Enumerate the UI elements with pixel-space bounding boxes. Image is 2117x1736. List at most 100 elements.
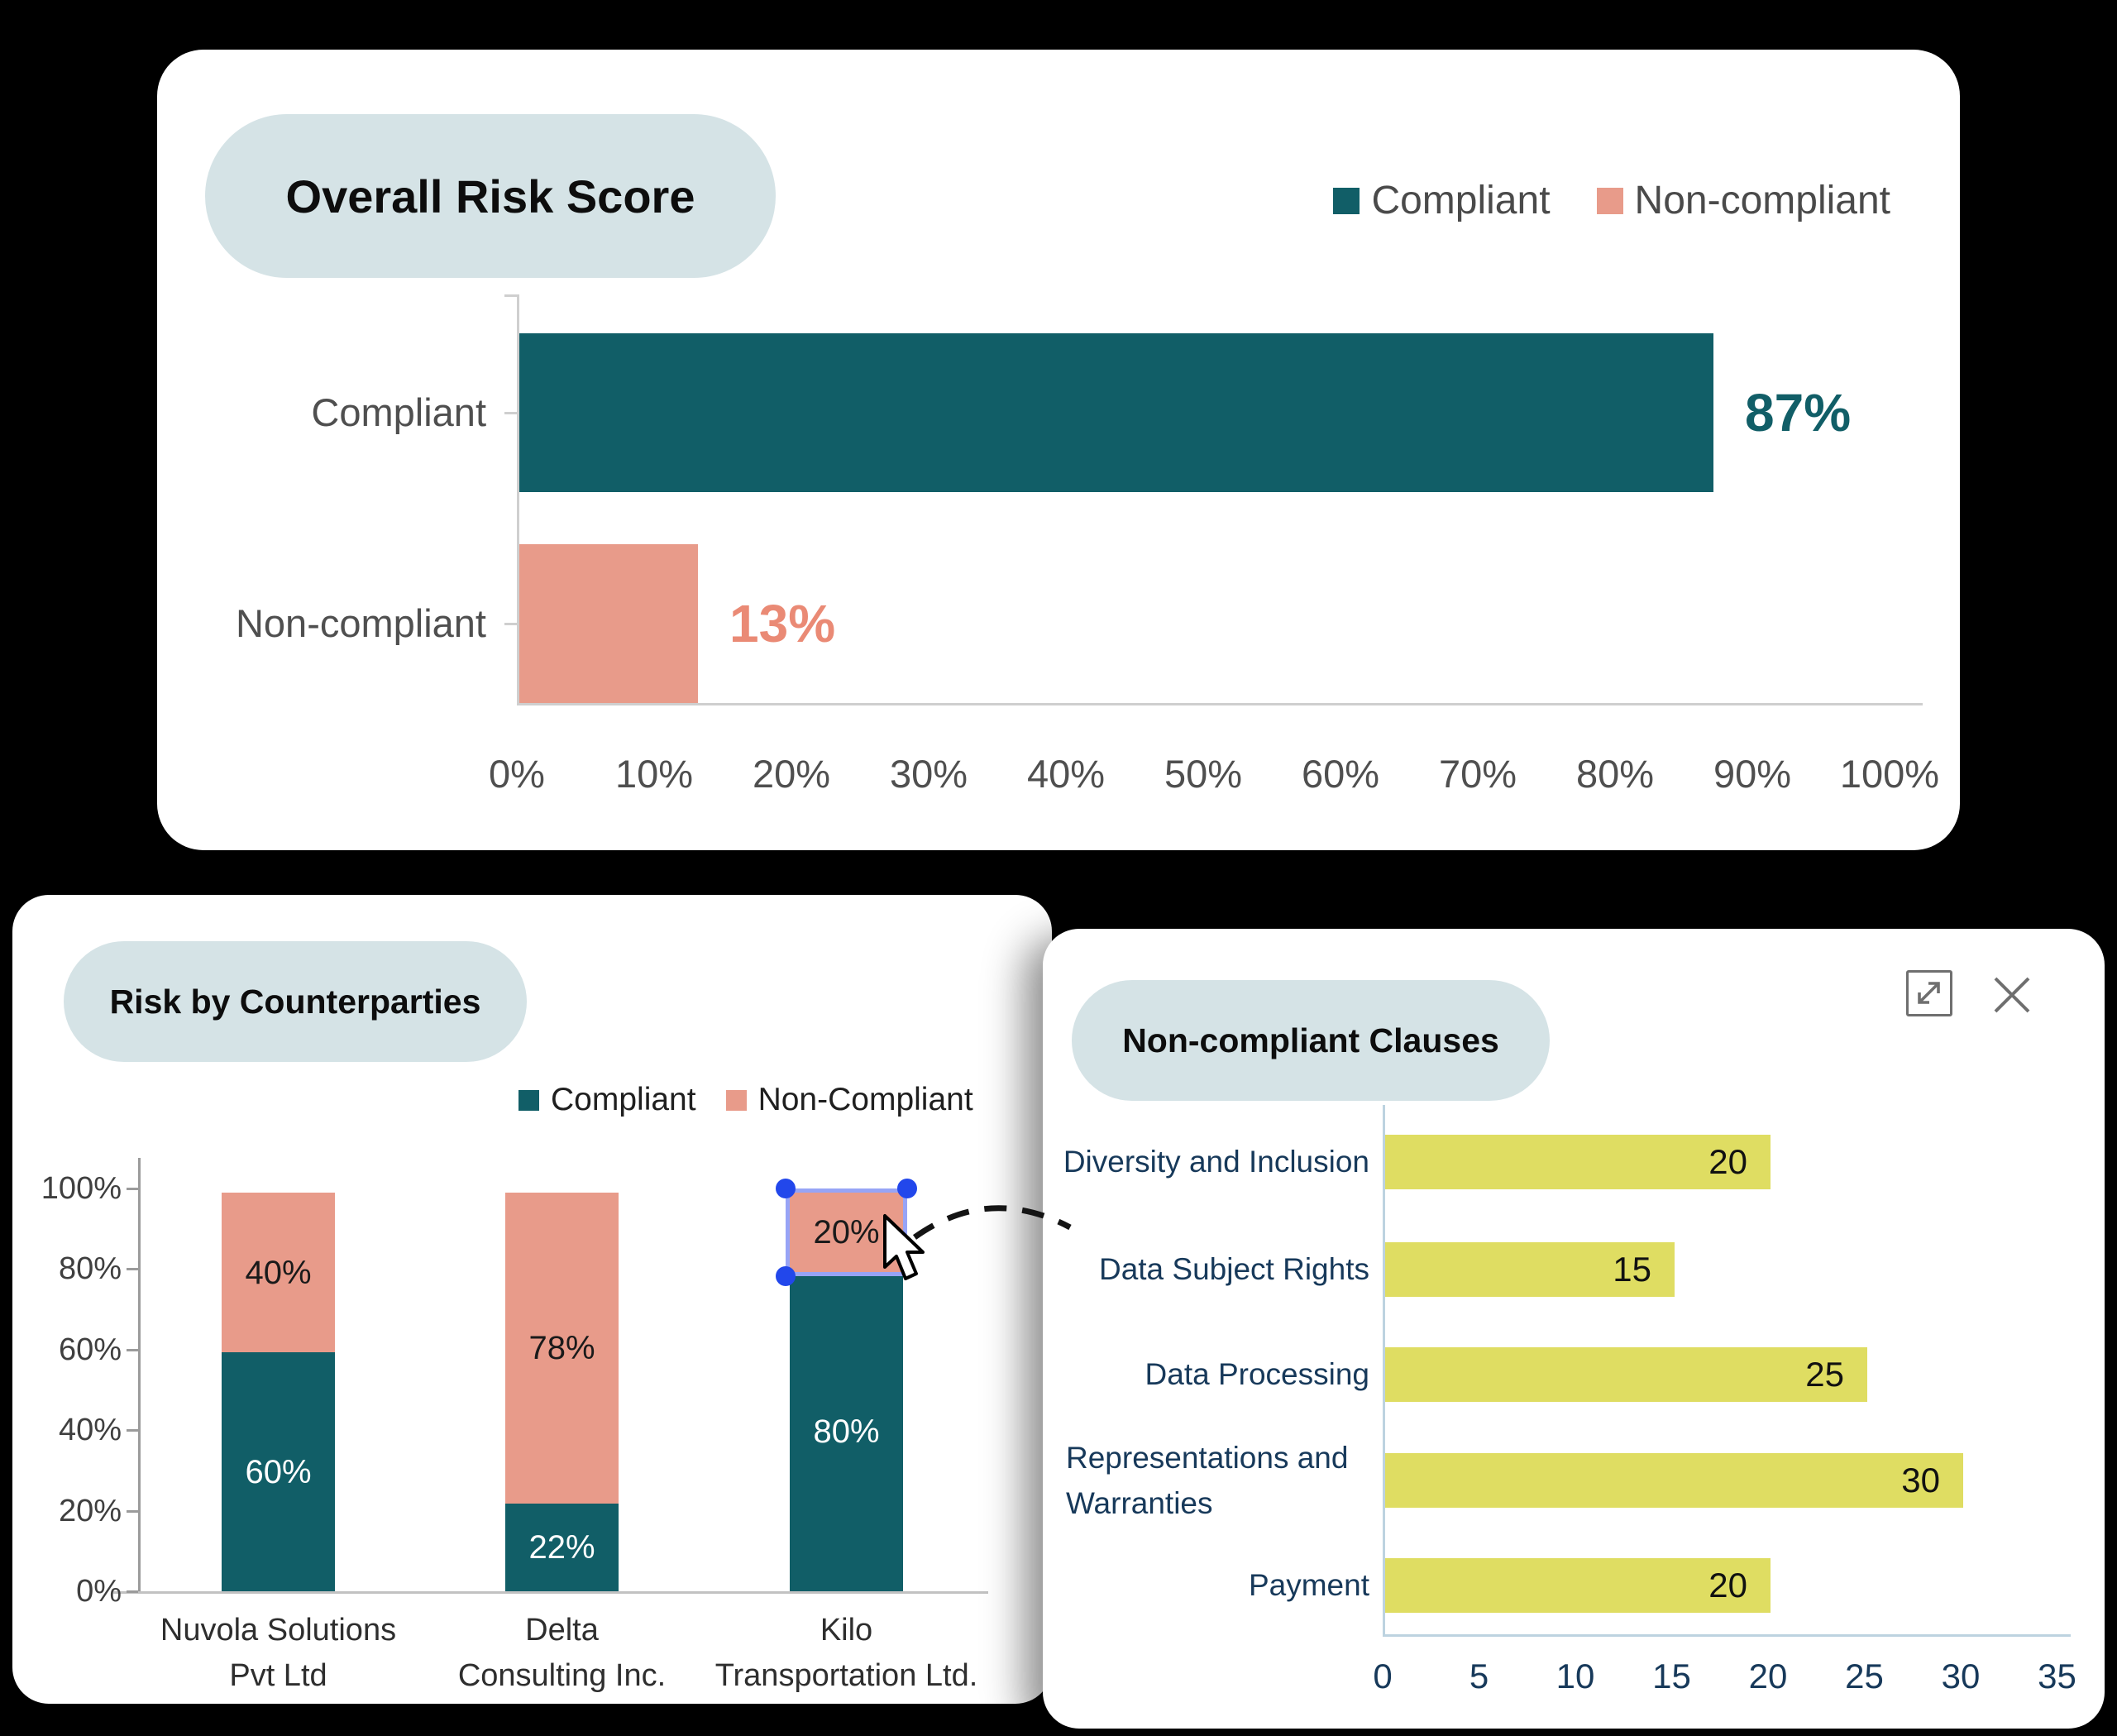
clause-category-label: Diversity and Inclusion	[1063, 1145, 1369, 1179]
counterparties-legend: Compliant Non-Compliant	[518, 1082, 973, 1118]
overall-x-tick-label: 100%	[1839, 752, 1940, 796]
segment-value-label: 40%	[245, 1254, 312, 1291]
clause-category-label: Data Processing	[1145, 1357, 1369, 1391]
legend-item-non-compliant[interactable]: Non-Compliant	[725, 1082, 973, 1118]
overall-x-tick-label: 40%	[1026, 752, 1106, 796]
column-compliant-segment-delta-consulting-inc-[interactable]	[505, 1504, 619, 1591]
counterparties-y-tick-label: 80%	[58, 1251, 122, 1287]
overall-bar-value-label: 13%	[729, 594, 836, 653]
axis-tick-mark	[127, 1268, 138, 1271]
counterparty-category-label: Delta Consulting Inc.	[457, 1613, 667, 1693]
y-axis-line	[517, 294, 519, 703]
overall-x-tick-label: 80%	[1575, 752, 1655, 796]
clause-bar-value-label: 20	[1708, 1142, 1747, 1181]
legend-swatch-icon	[1596, 187, 1623, 214]
overall-x-tick-label: 0%	[489, 752, 545, 796]
clause-category-label: Representations and Warranties	[1066, 1441, 1349, 1520]
counterparties-y-tick-label: 40%	[58, 1413, 122, 1448]
segment-value-label: 80%	[813, 1413, 880, 1450]
column-non-compliant-segment-nuvola-solutions-pvt-ltd[interactable]	[222, 1193, 335, 1352]
overall-x-tick-label: 60%	[1301, 752, 1380, 796]
x-axis-line	[1383, 1634, 2071, 1637]
overall-category-label: Non-compliant	[235, 601, 486, 645]
selection-handle[interactable]	[897, 1179, 917, 1198]
axis-tick-mark	[127, 1509, 138, 1513]
clause-category-label: Payment	[1248, 1568, 1369, 1602]
clauses-x-tick-label: 0	[1373, 1657, 1393, 1695]
close-icon[interactable]	[1992, 975, 2032, 1015]
overall-legend: Compliant Non-compliant	[1333, 178, 1890, 223]
segment-value-label: 60%	[245, 1453, 312, 1490]
column-non-compliant-segment-delta-consulting-inc-[interactable]	[505, 1193, 619, 1504]
clause-bar-value-label: 15	[1613, 1250, 1651, 1289]
legend-label: Compliant	[551, 1082, 696, 1117]
clause-category-label: Data Subject Rights	[1098, 1252, 1369, 1286]
legend-item-non-compliant[interactable]: Non-compliant	[1596, 178, 1890, 223]
overall-x-tick-label: 20%	[752, 752, 831, 796]
legend-label: Compliant	[1371, 179, 1551, 222]
selection-handle[interactable]	[776, 1266, 796, 1286]
clauses-x-tick-label: 30	[1941, 1657, 1981, 1695]
overall-category-label: Compliant	[311, 390, 486, 434]
axis-tick-mark	[504, 294, 517, 297]
column-compliant-segment-kilo-transportation-ltd-[interactable]	[790, 1272, 903, 1591]
overall-x-tick-label: 90%	[1713, 752, 1792, 796]
risk-by-counterparties-title: Risk by Counterparties	[64, 941, 527, 1062]
column-compliant-segment-nuvola-solutions-pvt-ltd[interactable]	[222, 1352, 335, 1591]
counterparties-y-tick-label: 100%	[41, 1171, 122, 1206]
axis-tick-mark	[504, 623, 517, 625]
segment-value-label: 20%	[813, 1214, 880, 1251]
overall-risk-score-card: Overall Risk Score Compliant Non-complian…	[157, 50, 1960, 850]
clause-bar-diversity-and-inclusion[interactable]	[1385, 1135, 1771, 1189]
axis-tick-mark	[127, 1429, 138, 1432]
clause-bar-payment[interactable]	[1385, 1558, 1771, 1613]
clauses-x-tick-label: 25	[1845, 1657, 1884, 1695]
clause-bar-value-label: 30	[1901, 1461, 1940, 1499]
clauses-x-tick-label: 5	[1469, 1657, 1489, 1695]
counterparties-y-tick-label: 20%	[58, 1493, 122, 1528]
clause-bar-representations-and-warranties[interactable]	[1385, 1453, 1963, 1508]
y-axis-line	[1383, 1105, 1385, 1634]
overall-x-tick-label: 70%	[1438, 752, 1517, 796]
x-axis-line	[113, 1591, 988, 1594]
x-axis-line	[517, 703, 1923, 705]
clauses-x-tick-label: 20	[1748, 1657, 1788, 1695]
counterparties-y-tick-label: 60%	[58, 1332, 122, 1367]
axis-tick-mark	[127, 1348, 138, 1351]
clause-bar-data-subject-rights[interactable]	[1385, 1242, 1675, 1297]
segment-value-label: 78%	[528, 1330, 595, 1366]
selection-handle[interactable]	[776, 1179, 796, 1198]
risk-by-counterparties-card: Risk by Counterparties Compliant Non-Comp…	[12, 895, 1052, 1704]
clause-bar-data-processing[interactable]	[1385, 1347, 1867, 1402]
legend-item-compliant[interactable]: Compliant	[518, 1082, 696, 1118]
counterparties-y-tick-label: 0%	[76, 1574, 122, 1609]
clauses-x-tick-label: 15	[1652, 1657, 1691, 1695]
clauses-x-tick-label: 10	[1555, 1657, 1595, 1695]
legend-item-compliant[interactable]: Compliant	[1333, 178, 1551, 223]
expand-icon[interactable]	[1906, 970, 1952, 1016]
axis-tick-mark	[127, 1590, 138, 1593]
overall-bar-non-compliant[interactable]	[519, 544, 698, 703]
non-compliant-clauses-title: Non-compliant Clauses	[1072, 980, 1550, 1101]
legend-swatch-icon	[725, 1089, 747, 1111]
segment-value-label: 22%	[528, 1529, 595, 1566]
y-axis-line	[138, 1158, 141, 1591]
counterparty-category-label: Nuvola Solutions Pvt Ltd	[160, 1613, 397, 1693]
overall-bar-compliant[interactable]	[519, 333, 1713, 492]
close-x-glyph	[1994, 977, 2030, 1013]
legend-swatch-icon	[1333, 187, 1360, 214]
clause-bar-value-label: 25	[1805, 1355, 1844, 1394]
legend-label: Non-compliant	[1634, 179, 1890, 222]
overall-risk-score-title: Overall Risk Score	[205, 114, 776, 278]
axis-tick-mark	[504, 412, 517, 414]
clauses-x-tick-label: 35	[2038, 1657, 2076, 1695]
overall-x-tick-label: 30%	[889, 752, 968, 796]
legend-swatch-icon	[518, 1089, 539, 1111]
overall-bar-value-label: 87%	[1745, 383, 1852, 442]
selection-outline[interactable]	[786, 1188, 907, 1276]
legend-label: Non-Compliant	[757, 1082, 973, 1117]
non-compliant-clauses-card: Non-compliant Clauses 20 Diversity and In…	[1043, 929, 2105, 1729]
axis-tick-mark	[127, 1188, 138, 1190]
expand-arrows-glyph	[1918, 982, 1940, 1004]
